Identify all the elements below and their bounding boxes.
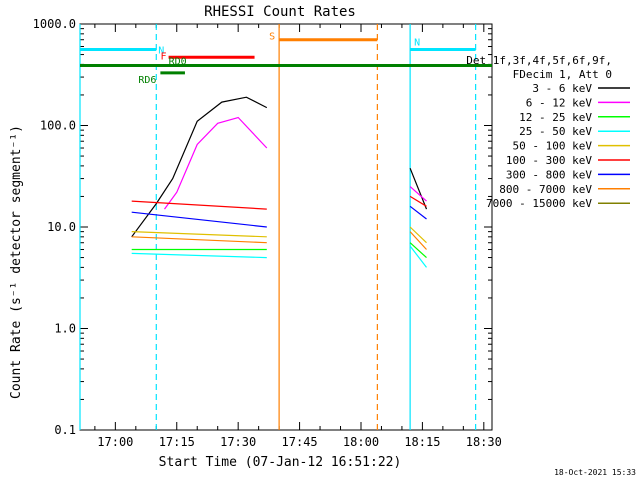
legend-header: FDecim 1, Att 0 xyxy=(513,68,612,81)
legend: Det 1f,3f,4f,5f,6f,9f,FDecim 1, Att 03 -… xyxy=(466,54,630,210)
flag-label: RD0 xyxy=(169,57,187,68)
x-tick-label: 18:30 xyxy=(466,435,502,449)
series-line xyxy=(409,205,427,220)
series-line xyxy=(409,186,427,202)
series-line xyxy=(409,242,427,259)
x-tick-label: 17:45 xyxy=(282,435,318,449)
series-line xyxy=(409,245,427,268)
legend-entry-label: 100 - 300 keV xyxy=(506,154,592,167)
legend-entry-label: 7000 - 15000 keV xyxy=(486,197,592,210)
series-line xyxy=(409,195,427,207)
x-tick-label: 18:15 xyxy=(404,435,440,449)
x-axis-label: Start Time (07-Jan-12 16:51:22) xyxy=(159,455,402,470)
series-line xyxy=(164,116,268,210)
series-line xyxy=(131,200,267,210)
x-tick-label: 17:00 xyxy=(97,435,133,449)
y-tick-label: 0.1 xyxy=(54,423,76,437)
footer-date: 18-Oct-2021 15:33 xyxy=(554,468,636,477)
legend-header: Det 1f,3f,4f,5f,6f,9f, xyxy=(466,54,612,67)
series-line xyxy=(131,252,267,259)
series-line xyxy=(131,231,267,238)
legend-entry-label: 12 - 25 keV xyxy=(519,111,592,124)
y-tick-label: 100.0 xyxy=(40,119,76,133)
series-line xyxy=(409,231,427,250)
legend-entry-label: 50 - 100 keV xyxy=(513,140,593,153)
flag-label: RD6 xyxy=(138,75,156,86)
y-tick-label: 1.0 xyxy=(54,322,76,336)
legend-entry-label: 6 - 12 keV xyxy=(526,96,593,109)
legend-entry-label: 3 - 6 keV xyxy=(532,82,592,95)
y-axis-label: Count Rate (s⁻¹ detector segment⁻¹) xyxy=(9,125,24,399)
flag-label: F xyxy=(161,51,167,62)
series-line xyxy=(409,167,428,210)
x-tick-label: 17:15 xyxy=(159,435,195,449)
y-tick-label: 1000.0 xyxy=(33,17,76,31)
chart-title: RHESSI Count Rates xyxy=(204,4,356,20)
legend-entry-label: 25 - 50 keV xyxy=(519,125,592,138)
flag-label: S xyxy=(269,32,275,43)
y-tick-label: 10.0 xyxy=(47,220,76,234)
x-tick-label: 17:30 xyxy=(220,435,256,449)
series-line xyxy=(131,96,268,238)
legend-entry-label: 300 - 800 keV xyxy=(506,168,592,181)
flag-label: N xyxy=(414,38,420,49)
legend-entry-label: 800 - 7000 keV xyxy=(499,183,592,196)
flag-label: N xyxy=(158,46,164,57)
series-line xyxy=(131,211,267,228)
series-line xyxy=(409,226,427,244)
plot-area: 0.1 1.0 10.0 100.0 1000.0 17:00 17:15 17:30 17:4… xyxy=(33,17,502,449)
series-line xyxy=(131,236,267,244)
x-tick-label: 18:00 xyxy=(343,435,379,449)
